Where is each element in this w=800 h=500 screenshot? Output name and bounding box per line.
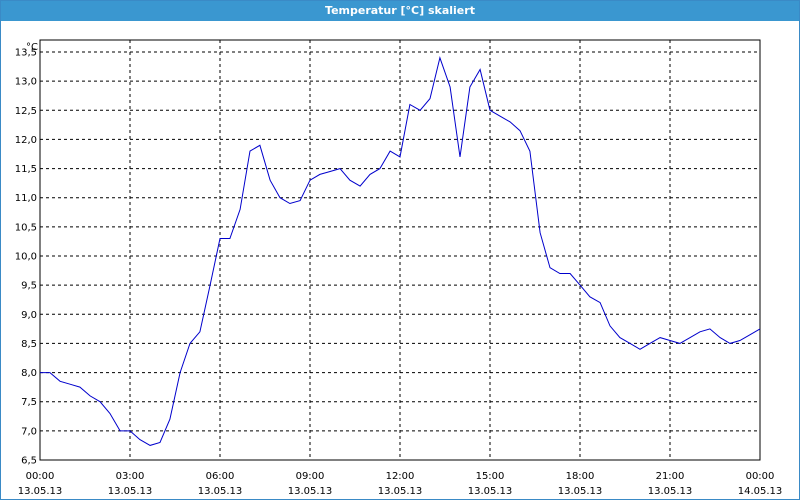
y-tick-label: 11,0 — [15, 193, 37, 204]
x-tick-time-label: 00:00 — [26, 471, 55, 482]
y-axis-ticks: 6,5 7,0 7,5 8,0 8,5 9,0 9,5 10,0 10,5 11,0 11,5 12,… — [15, 48, 37, 467]
y-tick-label: 12,0 — [15, 135, 37, 146]
x-tick-date-label: 13.05.13 — [648, 486, 693, 497]
x-tick-date-label: 13.05.13 — [18, 486, 63, 497]
y-tick-label: 10,5 — [15, 222, 37, 233]
plot-area-frame — [39, 39, 761, 461]
window-title: Temperatur [°C] skaliert — [1, 1, 799, 21]
y-tick-label: 9,0 — [21, 310, 37, 321]
y-tick-label: 12,5 — [15, 106, 37, 117]
y-tick-label: 13,0 — [15, 77, 37, 88]
y-tick-label: 7,5 — [21, 397, 37, 408]
x-tick-time-label: 03:00 — [116, 471, 145, 482]
y-tick-label: 10,0 — [15, 252, 37, 263]
x-tick-time-label: 09:00 — [296, 471, 325, 482]
y-tick-label: 8,0 — [21, 368, 37, 379]
x-tick-date-label: 13.05.13 — [378, 486, 423, 497]
series-line-temperature — [40, 56, 761, 446]
x-tick-date-label: 13.05.13 — [468, 486, 513, 497]
x-tick-date-label: 13.05.13 — [108, 486, 153, 497]
x-tick-time-label: 06:00 — [206, 471, 235, 482]
x-tick-date-label: 13.05.13 — [558, 486, 603, 497]
x-axis-ticks: 00:00 13.05.13 03:00 13.05.13 06:00 13.05.13 0… — [18, 471, 783, 497]
y-tick-label: 9,5 — [21, 281, 37, 292]
x-tick-date-label: 13.05.13 — [198, 486, 243, 497]
y-tick-label: 13,5 — [15, 48, 37, 59]
x-tick-time-label: 21:00 — [656, 471, 685, 482]
y-tick-label: 6,5 — [21, 456, 37, 467]
y-tick-label: 7,0 — [21, 426, 37, 437]
y-tick-label: 11,5 — [15, 164, 37, 175]
grid — [40, 40, 760, 461]
x-tick-time-label: 00:00 — [746, 471, 775, 482]
y-tick-label: 8,5 — [21, 339, 37, 350]
x-tick-time-label: 18:00 — [566, 471, 595, 482]
x-tick-date-label: 14.05.13 — [738, 486, 783, 497]
x-tick-time-label: 15:00 — [476, 471, 505, 482]
x-tick-time-label: 12:00 — [386, 471, 415, 482]
x-tick-date-label: 13.05.13 — [288, 486, 333, 497]
y-axis-unit-label: °C — [26, 42, 38, 53]
